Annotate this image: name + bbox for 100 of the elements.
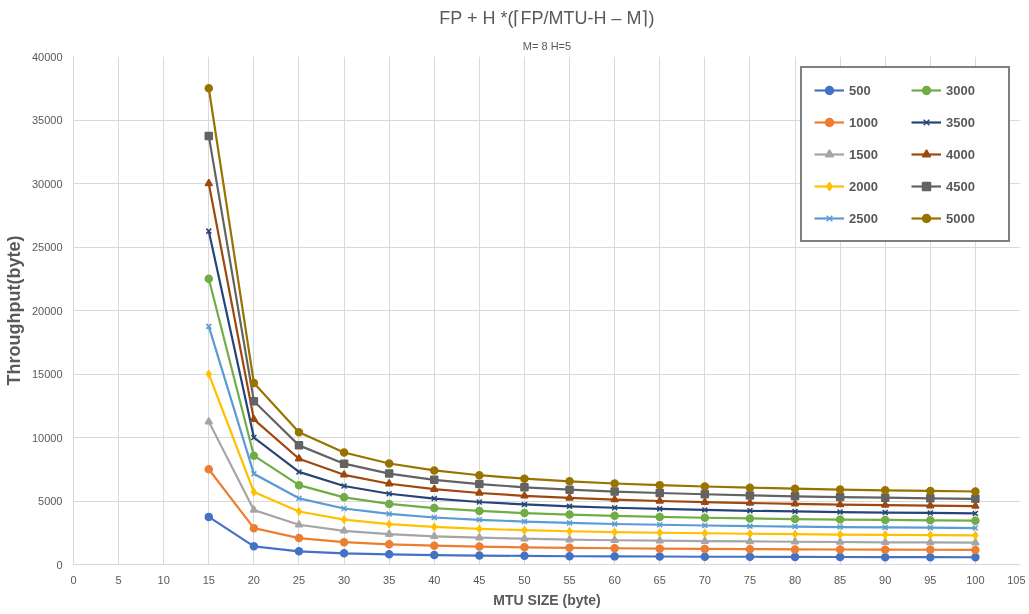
- point: [790, 552, 800, 562]
- point: [655, 488, 664, 498]
- point: [745, 491, 755, 500]
- point: [972, 531, 979, 540]
- point: [384, 529, 394, 537]
- point: [790, 499, 800, 507]
- point: [204, 465, 214, 474]
- point: [655, 512, 664, 522]
- point: [655, 552, 664, 561]
- point: [565, 485, 574, 494]
- point: [386, 519, 393, 529]
- point: [339, 493, 349, 502]
- legend-label: 5000: [946, 210, 976, 226]
- point: [249, 396, 259, 406]
- point: [249, 378, 259, 388]
- point: [430, 475, 439, 485]
- point: [835, 485, 845, 494]
- y-axis-title: Throughput(byte): [3, 235, 24, 386]
- point: [835, 537, 845, 545]
- point: [610, 511, 619, 521]
- point: [204, 274, 214, 283]
- point: [835, 552, 845, 562]
- point: [790, 545, 800, 554]
- point: [520, 543, 529, 552]
- point: [430, 531, 439, 540]
- point: [250, 487, 257, 497]
- point: [204, 131, 214, 141]
- point: [294, 441, 304, 450]
- y-tick-label: 30000: [31, 177, 63, 190]
- point: [430, 484, 439, 492]
- point: [294, 533, 304, 543]
- x-tick-label: 5: [115, 573, 122, 586]
- point: [746, 529, 754, 539]
- point: [520, 533, 529, 542]
- point: [339, 526, 349, 534]
- point: [790, 484, 800, 493]
- point: [745, 483, 755, 492]
- x-tick-label: 80: [788, 573, 802, 586]
- point: [926, 545, 935, 555]
- legend-label: 1500: [849, 146, 879, 162]
- point: [745, 536, 755, 545]
- point: [700, 536, 710, 544]
- point: [565, 534, 574, 543]
- point: [384, 478, 394, 487]
- point: [294, 453, 304, 462]
- point: [384, 469, 394, 478]
- point: [971, 516, 980, 525]
- point: [926, 537, 935, 546]
- point: [476, 524, 483, 534]
- x-tick-label: 15: [202, 573, 215, 586]
- point: [837, 530, 844, 539]
- point: [611, 527, 618, 537]
- point: [521, 525, 528, 535]
- x-tick-label: 50: [518, 573, 531, 586]
- legend-label: 2000: [849, 178, 879, 194]
- point: [745, 552, 755, 561]
- point: [249, 542, 259, 551]
- point: [520, 474, 529, 483]
- point: [339, 448, 349, 457]
- point: [880, 545, 890, 554]
- x-tick-label: 70: [698, 573, 711, 586]
- x-tick-label: 55: [563, 573, 576, 586]
- point: [745, 514, 755, 523]
- point: [745, 544, 755, 554]
- point: [249, 451, 259, 460]
- point: [926, 494, 935, 503]
- point: [610, 487, 619, 496]
- point: [790, 492, 800, 501]
- point: [384, 499, 394, 509]
- point: [204, 178, 214, 187]
- point: [339, 470, 349, 478]
- point: [971, 494, 980, 504]
- point: [339, 537, 349, 547]
- x-tick-label: 85: [834, 573, 847, 586]
- x-tick-label: 75: [743, 573, 757, 586]
- point: [430, 541, 439, 550]
- point: [204, 416, 214, 425]
- point: [475, 470, 484, 480]
- x-tick-label: 25: [292, 573, 306, 586]
- point: [520, 551, 529, 561]
- point: [249, 523, 259, 533]
- x-tick-label: 60: [608, 573, 621, 586]
- point: [880, 493, 890, 502]
- point: [610, 494, 619, 503]
- point: [430, 503, 439, 513]
- legend-label: 3500: [946, 114, 976, 130]
- point: [475, 488, 484, 496]
- point: [700, 544, 710, 554]
- point: [430, 466, 439, 475]
- x-tick-label: 20: [247, 573, 261, 586]
- point: [971, 487, 980, 496]
- point: [655, 496, 664, 504]
- point: [249, 505, 259, 513]
- point: [610, 544, 619, 553]
- point: [791, 529, 799, 539]
- y-tick-label: 5000: [38, 495, 63, 507]
- y-tick-label: 20000: [31, 304, 63, 317]
- point: [655, 535, 664, 544]
- point: [521, 501, 528, 508]
- point: [655, 480, 664, 490]
